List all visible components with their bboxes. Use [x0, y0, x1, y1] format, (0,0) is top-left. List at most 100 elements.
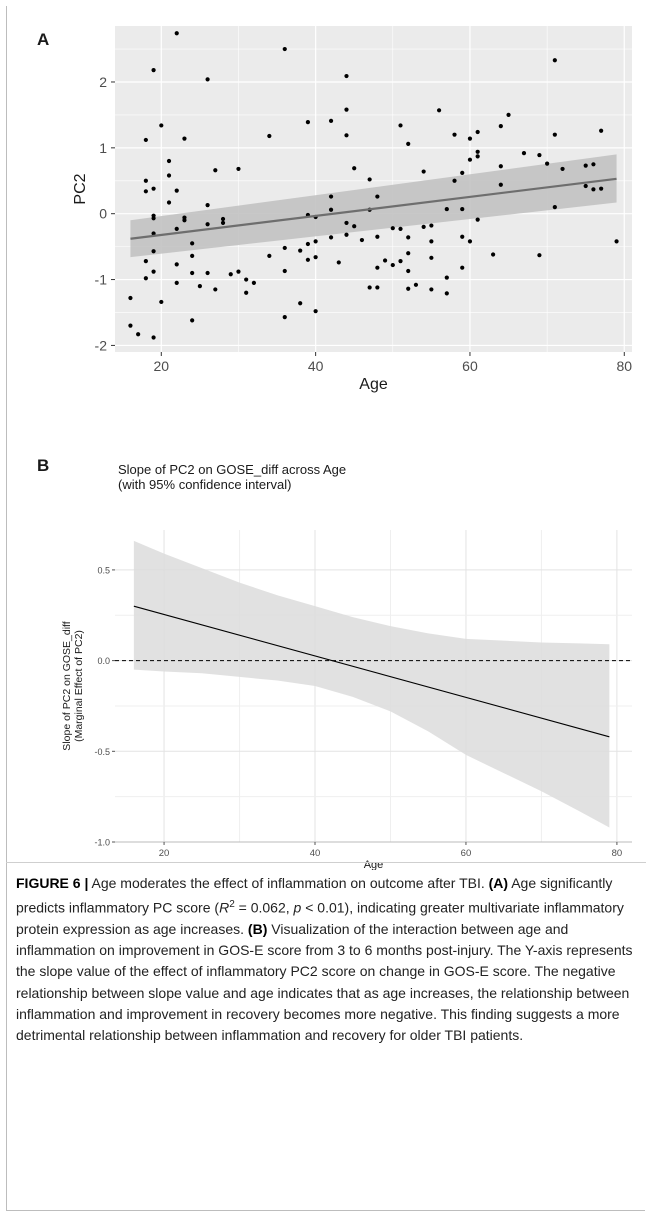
data-point — [174, 188, 179, 193]
data-point — [190, 253, 195, 258]
data-point — [475, 154, 480, 159]
data-point — [205, 270, 210, 276]
data-point — [444, 275, 449, 280]
data-point — [444, 206, 449, 212]
data-point — [282, 268, 287, 274]
caption-label: FIGURE 6 | — [16, 875, 89, 891]
data-point — [190, 318, 195, 323]
data-point — [498, 124, 503, 129]
panel-a-letter: A — [37, 30, 50, 49]
data-point — [136, 332, 141, 337]
data-point — [375, 265, 380, 270]
data-point — [313, 239, 318, 244]
data-point — [344, 220, 349, 226]
data-point — [537, 253, 542, 258]
data-point — [166, 173, 172, 178]
data-point — [398, 123, 403, 128]
data-point — [151, 249, 156, 254]
data-point — [406, 251, 411, 256]
data-point — [413, 282, 419, 287]
data-point — [429, 223, 434, 228]
data-point — [552, 205, 557, 210]
data-point — [344, 133, 349, 138]
data-point — [298, 301, 303, 306]
data-point — [390, 262, 395, 268]
caption-panel-b-ref: (B) — [247, 921, 268, 938]
data-point — [328, 235, 334, 240]
y-axis-label-sub: (Marginal Effect of PC2) — [73, 630, 85, 742]
data-point — [313, 255, 318, 260]
data-point — [251, 280, 256, 285]
data-point — [336, 260, 341, 265]
data-point — [143, 189, 148, 194]
data-point — [352, 224, 357, 229]
data-point — [467, 157, 473, 162]
y-tick-label: 0 — [99, 206, 107, 222]
x-tick-label: 40 — [310, 848, 321, 859]
data-point — [344, 232, 349, 237]
data-point — [143, 276, 148, 281]
y-axis-label: Slope of PC2 on GOSE_diff — [61, 621, 73, 750]
data-point — [182, 218, 187, 223]
data-point — [599, 186, 604, 191]
data-point — [475, 129, 480, 135]
y-axis-label: PC2 — [72, 173, 89, 204]
data-point — [328, 118, 334, 123]
data-point — [313, 309, 318, 314]
data-point — [398, 259, 403, 264]
data-point — [599, 128, 604, 133]
regression-line — [130, 177, 617, 240]
data-point — [213, 287, 218, 292]
y-tick-label: 0.5 — [97, 565, 110, 575]
data-point — [491, 252, 496, 257]
chart-subtitle: (with 95% confidence interval) — [118, 477, 291, 492]
caption-divider — [6, 862, 646, 863]
data-point — [190, 270, 195, 276]
data-point — [197, 284, 202, 289]
data-point — [421, 169, 426, 174]
data-point — [328, 207, 334, 212]
data-point — [560, 166, 565, 172]
data-point — [591, 187, 596, 192]
data-point — [143, 259, 148, 264]
data-point — [375, 285, 380, 290]
data-point — [406, 286, 411, 291]
data-point — [367, 177, 372, 182]
data-point — [305, 241, 311, 247]
data-point — [583, 183, 588, 189]
data-point — [552, 132, 557, 137]
data-point — [228, 272, 233, 277]
data-point — [545, 161, 550, 166]
data-point — [406, 141, 411, 146]
data-point — [205, 77, 210, 82]
x-tick-label: 40 — [308, 358, 324, 374]
data-point — [460, 265, 465, 270]
data-point — [151, 186, 156, 191]
data-point — [429, 287, 434, 292]
data-point — [151, 68, 156, 73]
data-point — [460, 170, 465, 175]
data-point — [282, 314, 287, 320]
data-point — [151, 231, 156, 236]
data-point — [128, 323, 133, 328]
data-point — [452, 178, 457, 183]
x-axis-label: Age — [364, 859, 384, 870]
data-point — [367, 285, 372, 290]
data-point — [452, 132, 457, 137]
caption-panel-a-ref: (A) — [488, 875, 509, 891]
data-point — [583, 163, 588, 168]
data-point — [267, 253, 272, 258]
x-tick-label: 80 — [616, 358, 632, 374]
y-tick-label: -1.0 — [94, 838, 110, 848]
panel-a-scatter-chart: 20 40 60 80 -2 -1 0 1 2 Age PC2 — [72, 26, 632, 393]
data-point — [236, 269, 241, 274]
data-point — [174, 226, 179, 231]
data-point — [498, 182, 503, 187]
slope-line — [133, 605, 610, 738]
data-point — [151, 216, 156, 221]
data-point — [460, 234, 465, 239]
data-point — [159, 123, 164, 128]
data-point — [282, 46, 287, 52]
data-point — [151, 269, 156, 274]
caption-r-symbol: R — [219, 899, 230, 916]
